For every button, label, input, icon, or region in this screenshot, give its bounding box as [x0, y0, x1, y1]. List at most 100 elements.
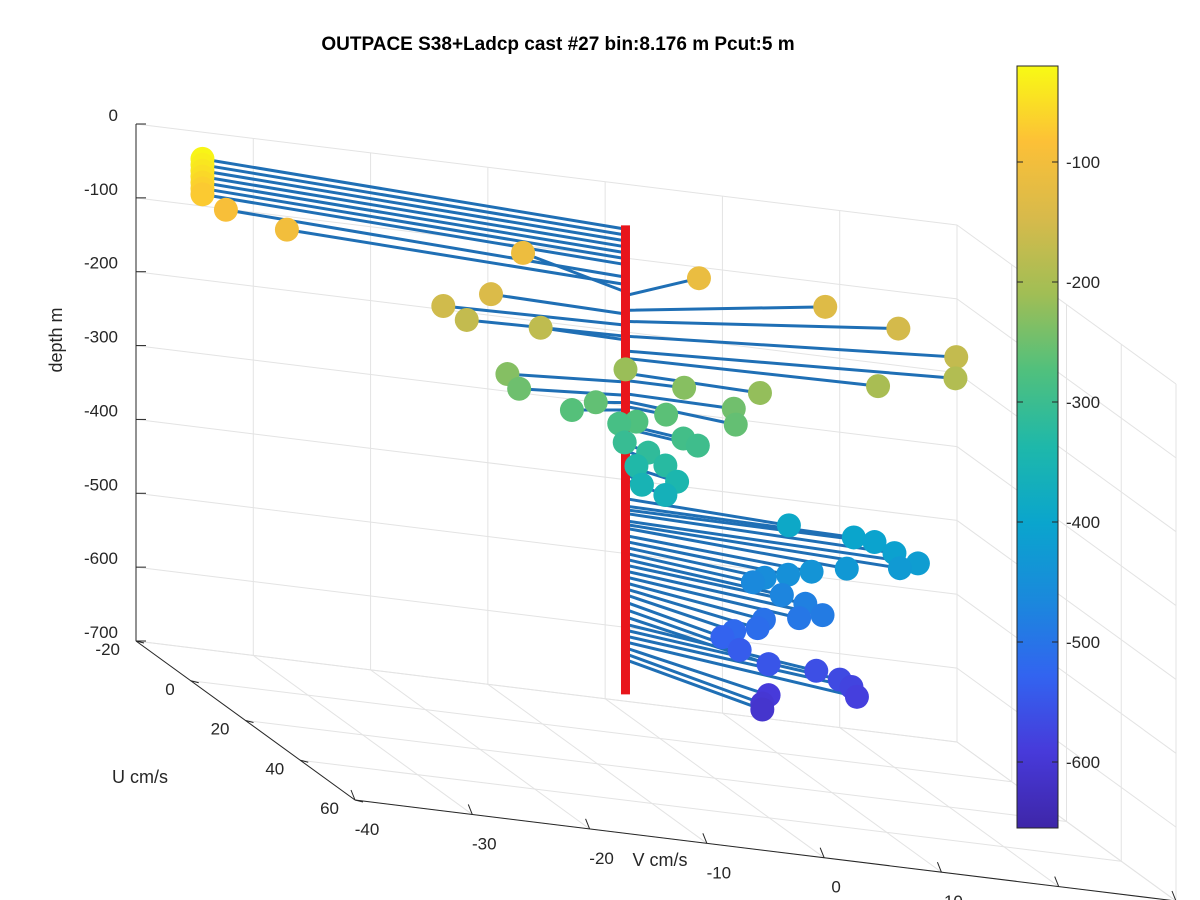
velocity-marker	[629, 472, 654, 497]
velocity-marker	[454, 307, 479, 332]
z-tick-label: -600	[84, 549, 118, 568]
velocity-marker	[190, 182, 215, 207]
velocity-marker	[886, 316, 911, 341]
velocity-marker	[607, 411, 632, 436]
grid-line	[956, 593, 1177, 754]
velocity-marker	[866, 374, 891, 399]
velocity-stick	[623, 319, 900, 331]
x-tick-mark	[1171, 890, 1177, 900]
y-tick-mark	[354, 799, 364, 803]
velocity-marker	[653, 483, 678, 508]
velocity-marker	[672, 375, 697, 400]
velocity-stick	[200, 169, 627, 243]
velocity-stick	[623, 276, 701, 298]
x-tick-label: -30	[472, 834, 497, 853]
velocity-marker	[844, 684, 869, 709]
z-axis-label: depth m	[46, 307, 66, 372]
x-tick-label: -20	[589, 849, 614, 868]
velocity-marker	[710, 625, 735, 650]
colorbar: -100 -200 -300 -400 -500 -600	[1016, 65, 1100, 829]
y-tick-label: -20	[95, 640, 120, 659]
velocity-stick	[623, 504, 856, 539]
velocity-marker	[745, 616, 770, 641]
velocity-stick	[623, 652, 764, 706]
axis-ticks: 0-100-200-300-400-500-600-700-200204060-…	[84, 106, 1177, 900]
x-tick-mark	[585, 818, 591, 830]
velocity-stick	[623, 658, 764, 712]
velocity-stick	[623, 334, 958, 359]
velocity-marker	[776, 513, 801, 538]
velocity-marker	[528, 315, 553, 340]
velocity-marker	[274, 217, 299, 242]
velocity-stick	[285, 228, 627, 286]
grid-line	[135, 640, 958, 743]
y-tick-mark	[135, 640, 145, 644]
grid-line	[956, 667, 1177, 828]
velocity-stick	[623, 399, 738, 427]
velocity-marker	[804, 658, 829, 683]
velocity-marker	[613, 357, 638, 382]
velocity-marker	[944, 345, 969, 370]
x-axis-label: V cm/s	[632, 850, 687, 870]
z-tick-label: -200	[84, 254, 118, 273]
y-axis-label: U cm/s	[112, 767, 168, 787]
colorbar-tick-label: -300	[1066, 393, 1100, 412]
x-tick-mark	[467, 804, 473, 815]
x-tick-label: 0	[831, 878, 840, 897]
velocity-marker	[776, 562, 801, 587]
grid-line	[956, 298, 1177, 459]
colorbar-tick-label: -200	[1066, 273, 1100, 292]
velocity-stick	[623, 646, 771, 697]
velocity-stick	[623, 593, 736, 633]
colorbar-gradient	[1016, 65, 1059, 829]
x-tick-mark	[702, 833, 708, 844]
velocity-stick	[489, 292, 627, 316]
x-tick-label: -40	[355, 820, 380, 839]
velocity-stick	[441, 304, 627, 327]
grid-line	[135, 197, 958, 300]
z-tick-label: -400	[84, 401, 118, 420]
velocity-marker	[583, 390, 608, 415]
velocity-marker	[756, 652, 781, 677]
z-tick-label: -300	[84, 328, 118, 347]
velocity-stick	[623, 305, 827, 312]
velocity-marker	[813, 294, 838, 319]
velocity-stick	[623, 569, 825, 617]
velocity-marker	[559, 398, 584, 423]
velocity-stick	[623, 581, 766, 622]
x-tick-mark	[1054, 876, 1060, 887]
velocity-sticks	[200, 157, 958, 712]
velocity-marker	[943, 366, 968, 391]
velocity-marker	[905, 551, 930, 576]
velocity-marker	[654, 402, 679, 427]
velocity-stick	[623, 640, 859, 699]
grid-line	[956, 520, 1177, 680]
z-tick-label: 0	[109, 106, 118, 125]
velocity-stick	[623, 508, 877, 544]
velocity-stick	[200, 192, 627, 267]
velocity-marker	[511, 240, 536, 265]
velocity-stick	[623, 545, 767, 580]
velocity-marker	[841, 525, 866, 550]
x-tick-mark	[936, 861, 942, 873]
velocity-marker	[612, 430, 637, 455]
x-axis-line	[354, 799, 1172, 900]
velocity-marker	[478, 282, 503, 307]
colorbar-tick-label: -600	[1066, 753, 1100, 772]
velocity-marker	[747, 380, 772, 405]
grid-line	[245, 720, 1067, 822]
x-tick-label: 10	[944, 892, 963, 900]
velocity-stick	[200, 186, 627, 261]
velocity-stick	[623, 349, 957, 380]
grid-line	[135, 345, 958, 448]
grid-line	[300, 759, 1122, 862]
colorbar-tick-label: -500	[1066, 633, 1100, 652]
y-tick-label: 40	[265, 759, 284, 778]
velocity-marker	[740, 570, 765, 595]
grid-line	[956, 224, 1177, 385]
y-tick-label: 20	[211, 720, 230, 739]
velocity-marker	[727, 637, 752, 662]
x-tick-label: -10	[707, 863, 732, 882]
z-tick-label: -700	[84, 623, 118, 642]
velocity-marker	[810, 603, 835, 628]
